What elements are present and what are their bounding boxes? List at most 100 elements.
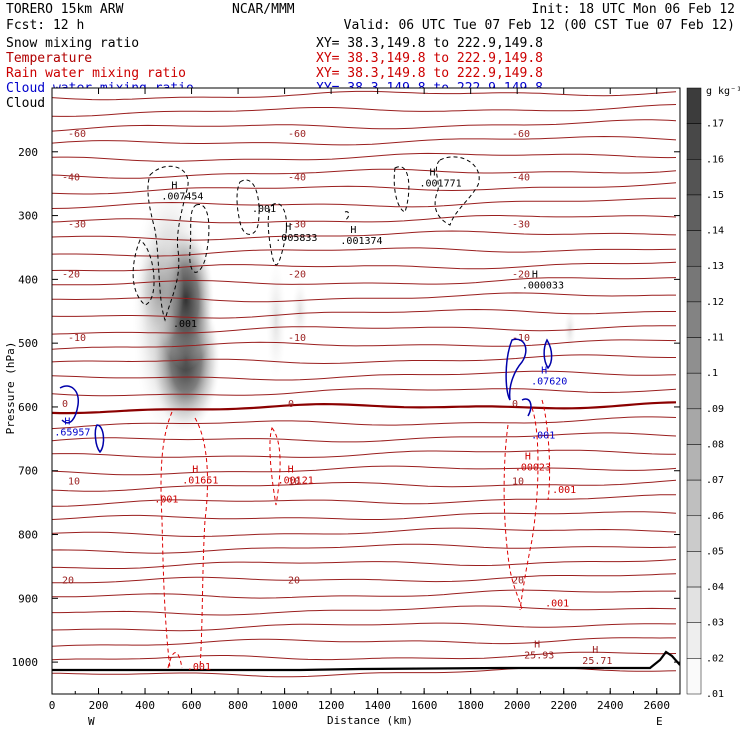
- temperature-label: -30: [288, 220, 306, 231]
- temperature-contour: [52, 527, 677, 538]
- maximum-marker: H: [64, 416, 70, 427]
- west-label: W: [88, 715, 95, 728]
- init-label: Init: 18 UTC Mon 06 Feb 12: [532, 2, 736, 17]
- colorbar-label: .14: [706, 226, 724, 237]
- field-name: Snow mixing ratio: [6, 36, 139, 51]
- field-xy: XY= 38.3,149.8 to 222.9,149.8: [316, 51, 543, 66]
- colorbar-swatch: [686, 87, 702, 124]
- y-tick-label: 1000: [12, 656, 39, 669]
- maximum-value: .07620: [531, 376, 567, 387]
- temperature-contour: [52, 354, 676, 365]
- temperature-label: -60: [512, 129, 530, 140]
- valid-label: Valid: 06 UTC Tue 07 Feb 12 (00 CST Tue …: [344, 18, 735, 33]
- temperature-contour: [52, 215, 677, 224]
- maximum-marker: H: [541, 365, 547, 376]
- colorbar-swatch: [686, 337, 702, 374]
- y-tick-label: 800: [18, 529, 38, 542]
- colorbar-label: .04: [706, 582, 724, 593]
- y-tick-label: 200: [18, 146, 38, 159]
- temperature-label: -20: [62, 269, 80, 280]
- temperature-contour: [52, 292, 676, 303]
- temperature-contour: [52, 104, 677, 117]
- temperature-contour: [52, 589, 676, 599]
- x-tick-label: 0: [49, 699, 56, 712]
- temperature-label: -60: [288, 129, 306, 140]
- temperature-label: -40: [512, 172, 530, 183]
- maximum-value: .001: [187, 662, 211, 673]
- colorbar-swatch: [686, 194, 702, 231]
- center-label: NCAR/MMM: [232, 2, 295, 17]
- temperature-contour: [52, 651, 677, 661]
- temperature-contour: [52, 182, 677, 195]
- x-tick-label: 2600: [643, 699, 670, 712]
- colorbar-swatch: [686, 479, 702, 517]
- rain-contours: [160, 399, 551, 669]
- field-name: Temperature: [6, 51, 92, 66]
- model-label: TORERO 15km ARW: [6, 2, 124, 17]
- colorbar-label: .06: [706, 511, 724, 522]
- maximum-value: 25.93: [524, 651, 554, 662]
- temperature-contour: [52, 370, 677, 381]
- temperature-label: -40: [288, 172, 306, 183]
- y-tick-label: 600: [18, 401, 38, 414]
- colorbar-swatch: [686, 515, 702, 552]
- colorbar-swatch: [686, 408, 702, 445]
- temperature-contour: [52, 543, 677, 554]
- plot-border: [51, 87, 681, 695]
- temperature-contour: [52, 152, 677, 162]
- ice-contours: [132, 156, 480, 322]
- maximum-value: .000033: [522, 281, 564, 292]
- colorbar-swatch: [686, 658, 702, 695]
- temperature-contour: [52, 605, 677, 616]
- x-tick-label: 1600: [411, 699, 438, 712]
- temperature-contour: [52, 465, 677, 476]
- colorbar-swatch: [686, 622, 702, 659]
- y-tick-label: 400: [18, 273, 38, 286]
- y-tick-label: 700: [18, 465, 38, 478]
- x-tick-label: 600: [182, 699, 202, 712]
- x-tick-label: 2200: [550, 699, 577, 712]
- temperature-label: 10: [68, 477, 80, 488]
- temperature-contour: [52, 494, 676, 507]
- temperature-label: 10: [512, 477, 524, 488]
- maximum-value: .001: [154, 494, 178, 505]
- maximum-value: .001771: [419, 179, 461, 190]
- x-tick-label: 1200: [318, 699, 345, 712]
- field-name: Rain water mixing ratio: [6, 66, 186, 81]
- colorbar-swatch: [686, 444, 702, 481]
- colorbar-label: .13: [706, 261, 724, 272]
- maximum-marker: H: [171, 180, 177, 191]
- colorbar-swatch: [686, 265, 702, 303]
- colorbar-unit: g kg⁻¹: [706, 86, 740, 97]
- temperature-contour: [52, 168, 677, 179]
- temperature-label: -10: [288, 333, 306, 344]
- maximum-marker: H: [285, 222, 291, 233]
- maximum-value: .00023: [515, 463, 551, 474]
- temperature-label: -70: [62, 81, 80, 92]
- temperature-contour: [52, 479, 677, 492]
- temperature-contour: [52, 277, 677, 286]
- maximum-value: .65957: [54, 427, 90, 438]
- temperature-contour: [52, 119, 677, 132]
- temperature-label: 10: [288, 477, 300, 488]
- temperature-contour: [52, 247, 677, 257]
- temperature-label: 20: [512, 576, 524, 587]
- colorbar-swatch: [686, 372, 702, 410]
- x-tick-label: 1400: [364, 699, 391, 712]
- x-tick-label: 2000: [504, 699, 531, 712]
- temperature-contour: [52, 432, 677, 443]
- maximum-value: .001: [173, 319, 197, 330]
- x-tick-label: 1000: [271, 699, 298, 712]
- temperature-contour: [52, 339, 677, 350]
- colorbar-swatch: [686, 586, 702, 623]
- temperature-label: 20: [288, 576, 300, 587]
- maximum-value: .001374: [340, 236, 382, 247]
- colorbar-label: .01: [706, 689, 724, 700]
- maximum-marker: H: [525, 452, 531, 463]
- temperature-contour: [52, 637, 676, 647]
- temperature-label: -40: [62, 172, 80, 183]
- colorbar-swatch: [686, 301, 702, 338]
- maximum-marker: H: [534, 640, 540, 651]
- maximum-value: .00121: [278, 475, 314, 486]
